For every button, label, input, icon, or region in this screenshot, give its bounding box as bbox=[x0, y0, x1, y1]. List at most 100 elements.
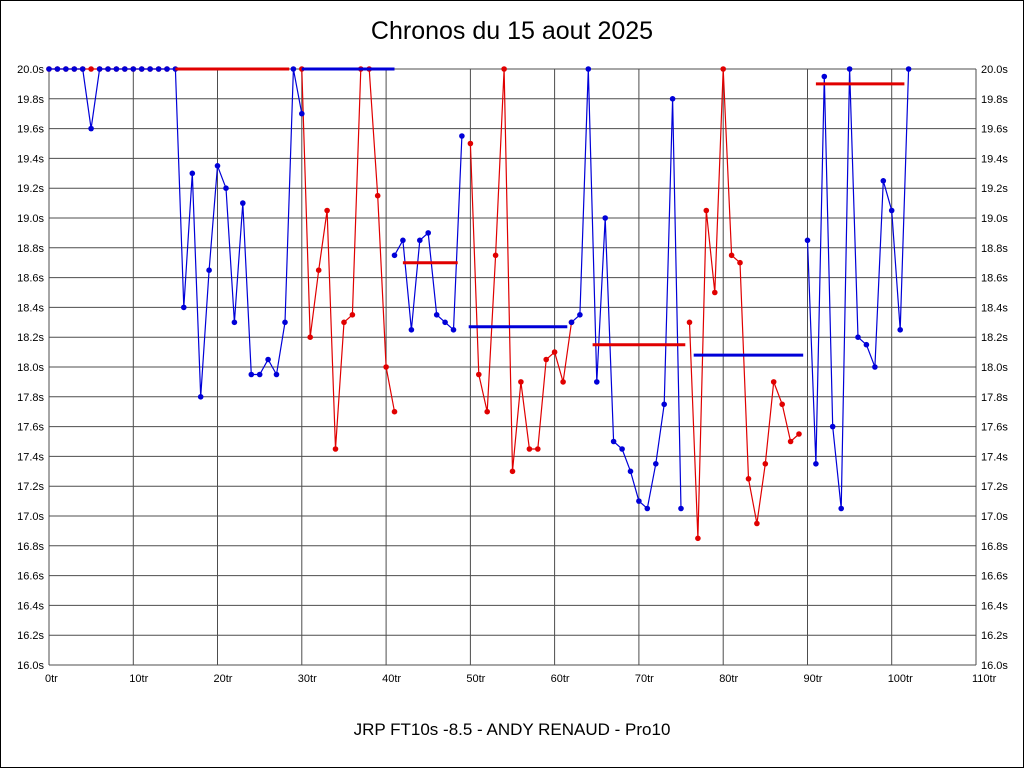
blue-series-point bbox=[610, 438, 617, 445]
y-axis-label-left: 18.4s bbox=[17, 302, 44, 314]
y-axis-label-right: 20.0s bbox=[981, 64, 1008, 76]
red-series-point bbox=[315, 267, 322, 274]
blue-series-point bbox=[164, 66, 170, 72]
blue-series-point bbox=[96, 66, 103, 72]
blue-series-point bbox=[602, 215, 608, 221]
blue-series-point bbox=[846, 66, 853, 72]
x-axis-label: 90tr bbox=[804, 673, 823, 685]
x-axis-label: 20tr bbox=[214, 673, 233, 685]
red-series-point bbox=[324, 207, 330, 214]
blue-series-point bbox=[905, 66, 912, 72]
y-axis-label-right: 19.4s bbox=[981, 153, 1008, 165]
blue-series-point bbox=[619, 446, 625, 452]
blue-series-point bbox=[206, 267, 212, 274]
blue-series-point bbox=[299, 110, 305, 117]
blue-series-point bbox=[678, 505, 684, 512]
blue-series-point bbox=[240, 200, 246, 206]
red-series-point bbox=[535, 446, 541, 452]
blue-series-point bbox=[138, 66, 145, 72]
blue-series-point bbox=[105, 66, 111, 72]
y-axis-label-right: 19.8s bbox=[981, 94, 1008, 106]
blue-series-point bbox=[400, 237, 406, 244]
y-axis-label-right: 17.4s bbox=[981, 451, 1008, 463]
y-axis-label-right: 18.0s bbox=[981, 362, 1008, 374]
y-axis-label-left: 17.6s bbox=[17, 422, 44, 434]
y-axis-label-left: 17.8s bbox=[17, 392, 44, 404]
x-axis-label: 10tr bbox=[129, 673, 148, 685]
blue-series-point bbox=[442, 319, 448, 326]
y-axis-label-left: 19.0s bbox=[17, 213, 44, 225]
y-axis-label-right: 17.2s bbox=[981, 481, 1008, 493]
x-axis-label: 30tr bbox=[298, 673, 317, 685]
red-series-point bbox=[492, 252, 499, 259]
y-axis-label-left: 20.0s bbox=[17, 64, 44, 76]
blue-series-point bbox=[644, 505, 651, 512]
red-series-point bbox=[509, 468, 516, 475]
x-axis-label: 60tr bbox=[551, 673, 570, 685]
y-axis-label-left: 16.6s bbox=[17, 571, 44, 583]
red-series-point bbox=[754, 520, 760, 527]
blue-series-point bbox=[248, 371, 255, 378]
red-series-point bbox=[560, 379, 566, 385]
blue-series-point bbox=[863, 341, 870, 348]
blue-series-line bbox=[571, 68, 682, 510]
red-series-point bbox=[720, 66, 726, 72]
blue-series-point bbox=[408, 327, 415, 333]
blue-series-point bbox=[838, 505, 844, 512]
x-axis-label: 40tr bbox=[382, 673, 401, 685]
blue-series-point bbox=[273, 371, 280, 378]
blue-series-point bbox=[585, 66, 592, 72]
y-axis-label-left: 19.8s bbox=[17, 94, 44, 106]
y-axis-label-right: 18.8s bbox=[981, 243, 1008, 255]
blue-series-point bbox=[804, 237, 811, 244]
y-axis-label-right: 16.6s bbox=[981, 571, 1008, 583]
y-axis-label-right: 16.4s bbox=[981, 600, 1008, 612]
x-axis-label: 80tr bbox=[719, 673, 738, 685]
blue-series-point bbox=[594, 379, 600, 385]
y-axis-label-right: 16.2s bbox=[981, 630, 1008, 642]
red-series-point bbox=[745, 476, 752, 482]
y-axis-label-right: 18.2s bbox=[981, 332, 1008, 344]
red-series-point bbox=[391, 408, 398, 415]
x-axis-label: 50tr bbox=[466, 673, 485, 685]
y-axis-label-right: 18.4s bbox=[981, 302, 1008, 314]
blue-series-point bbox=[661, 401, 667, 408]
y-axis-label-left: 19.2s bbox=[17, 183, 44, 195]
blue-series-point bbox=[459, 133, 465, 139]
y-axis-label-left: 18.8s bbox=[17, 243, 44, 255]
blue-series-point bbox=[290, 66, 297, 72]
y-axis-label-left: 19.4s bbox=[17, 153, 44, 165]
blue-series-point bbox=[88, 125, 94, 132]
blue-series-point bbox=[79, 66, 86, 72]
blue-series-point bbox=[155, 66, 162, 72]
y-axis-label-right: 16.8s bbox=[981, 541, 1008, 553]
y-axis-label-right: 16.0s bbox=[981, 660, 1008, 672]
y-axis-label-left: 16.4s bbox=[17, 600, 44, 612]
red-series-point bbox=[737, 259, 743, 266]
red-series-point bbox=[307, 334, 314, 341]
y-axis-label-right: 19.2s bbox=[981, 183, 1008, 195]
blue-series-point bbox=[63, 66, 69, 72]
y-axis-label-right: 19.6s bbox=[981, 124, 1008, 136]
blue-series-point bbox=[636, 498, 642, 504]
y-axis-label-left: 18.6s bbox=[17, 273, 44, 285]
blue-series-point bbox=[147, 66, 153, 72]
chart-caption: JRP FT10s -8.5 - ANDY RENAUD - Pro10 bbox=[353, 720, 671, 739]
blue-series-point bbox=[122, 66, 128, 72]
y-axis-label-right: 17.8s bbox=[981, 392, 1008, 404]
blue-series-point bbox=[872, 364, 878, 370]
y-axis-label-left: 17.4s bbox=[17, 451, 44, 463]
red-series-point bbox=[518, 379, 524, 385]
blue-series-point bbox=[256, 371, 263, 378]
y-axis-label-right: 17.0s bbox=[981, 511, 1008, 523]
y-axis-label-left: 18.2s bbox=[17, 332, 44, 344]
red-series-point bbox=[374, 192, 381, 199]
blue-series-point bbox=[282, 319, 288, 326]
red-series-point bbox=[88, 66, 94, 72]
y-axis-label-left: 16.8s bbox=[17, 541, 44, 553]
red-series-point bbox=[779, 401, 785, 408]
red-series-point bbox=[712, 289, 718, 296]
blue-series-point bbox=[417, 237, 423, 244]
blue-series-line bbox=[806, 68, 910, 509]
